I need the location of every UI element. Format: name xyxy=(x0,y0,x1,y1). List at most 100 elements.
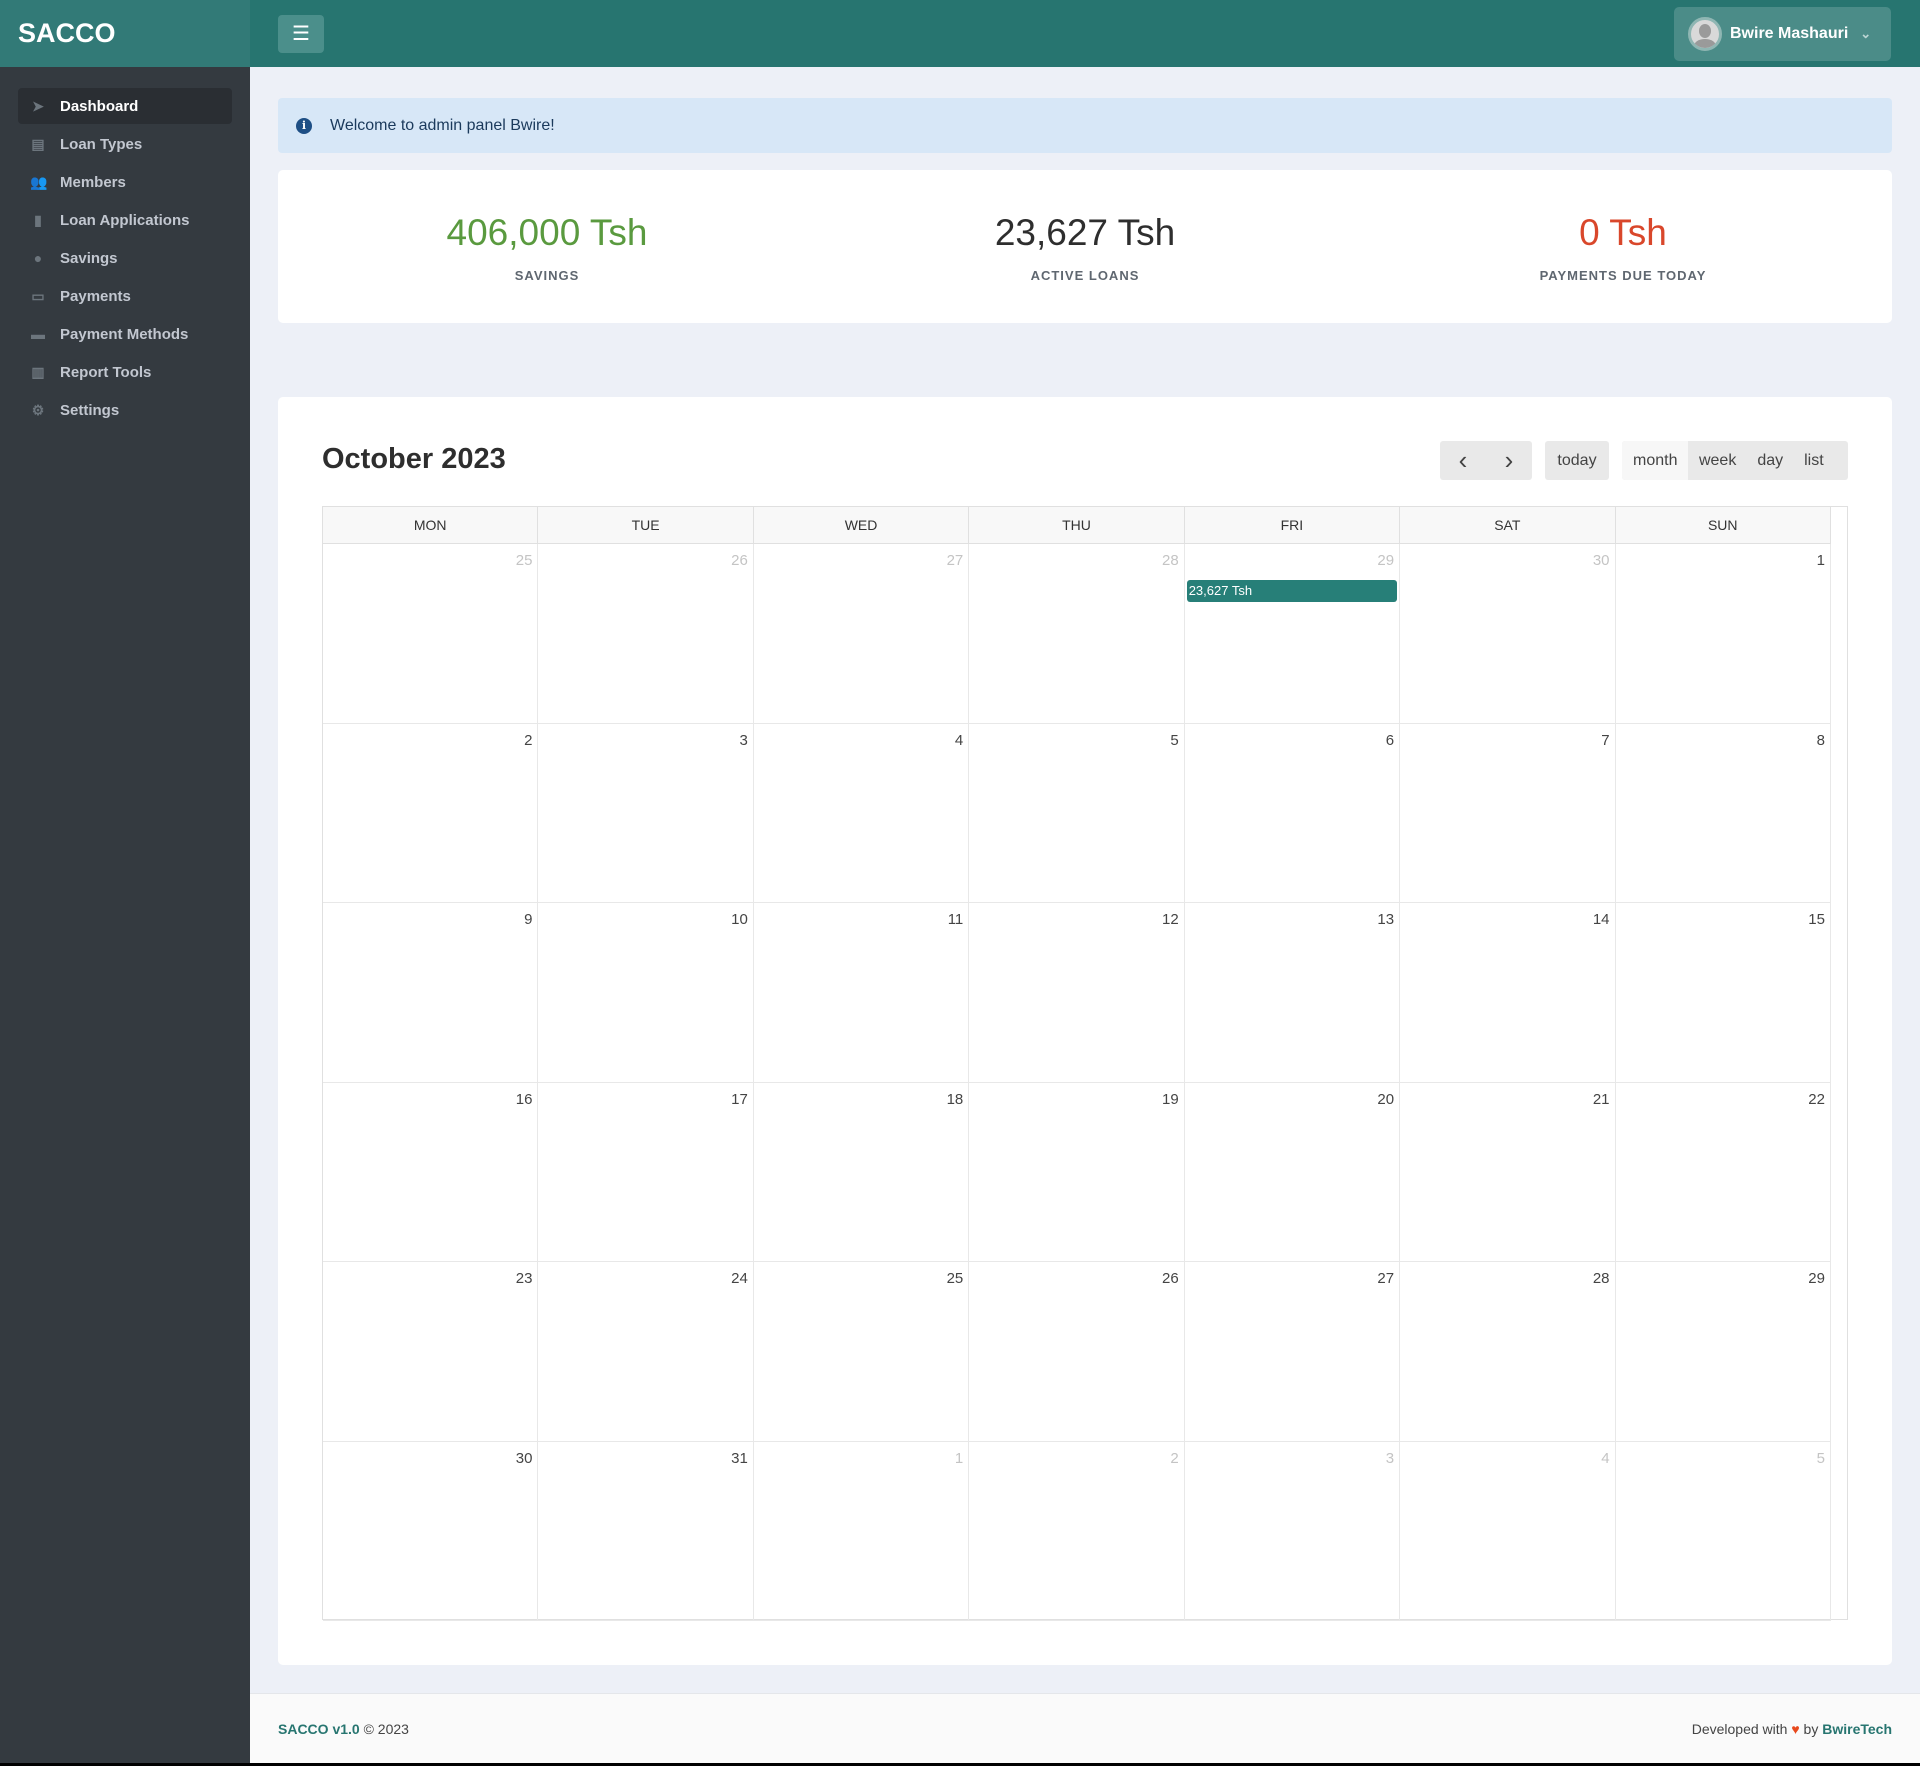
calendar-day[interactable]: 6 xyxy=(1185,723,1401,902)
view-week-button[interactable]: week xyxy=(1698,452,1737,469)
user-menu[interactable]: Bwire Mashauri ⌄ xyxy=(1674,7,1891,61)
day-number[interactable]: 19 xyxy=(1162,1090,1179,1108)
calendar-day[interactable]: 5 xyxy=(1616,1441,1831,1620)
prev-button[interactable]: ‹ xyxy=(1458,445,1468,475)
calendar-day[interactable]: 17 xyxy=(538,1082,754,1261)
today-button[interactable]: today xyxy=(1545,441,1609,480)
sidebar-item-payment-methods[interactable]: ▬ Payment Methods xyxy=(18,316,232,352)
calendar-day[interactable]: 27 xyxy=(754,544,970,723)
calendar-day[interactable]: 2 xyxy=(323,723,539,902)
day-number[interactable]: 25 xyxy=(946,1270,964,1287)
calendar-day[interactable]: 31 xyxy=(538,1441,754,1620)
day-number[interactable]: 7 xyxy=(1601,731,1610,749)
calendar-day[interactable]: 30 xyxy=(1400,544,1616,723)
calendar-day[interactable]: 18 xyxy=(754,1082,970,1261)
calendar-day[interactable]: 14 xyxy=(1400,903,1616,1082)
day-number[interactable]: 13 xyxy=(1377,911,1395,928)
day-number[interactable]: 10 xyxy=(731,911,748,928)
day-number[interactable]: 2 xyxy=(1170,1449,1179,1467)
calendar-day[interactable]: 1 xyxy=(754,1441,970,1620)
sidebar-item-dashboard[interactable]: ➤ Dashboard xyxy=(18,88,232,124)
day-number[interactable]: 15 xyxy=(1808,911,1825,928)
calendar-day[interactable]: 7 xyxy=(1400,723,1616,902)
sidebar-item-members[interactable]: 👥 Members xyxy=(18,164,232,200)
calendar-day[interactable]: 29 23,627 Tsh xyxy=(1185,544,1401,723)
day-number[interactable]: 14 xyxy=(1592,911,1610,928)
calendar-day[interactable]: 27 xyxy=(1185,1262,1401,1441)
view-month-button[interactable]: month xyxy=(1622,441,1689,480)
calendar-day[interactable]: 29 xyxy=(1616,1262,1831,1441)
sidebar-item-loan-types[interactable]: ▤ Loan Types xyxy=(18,126,232,162)
day-number[interactable]: 31 xyxy=(731,1449,748,1467)
day-number[interactable]: 3 xyxy=(1385,1449,1395,1467)
day-number[interactable]: 29 xyxy=(1377,552,1395,569)
day-number[interactable]: 6 xyxy=(1385,731,1395,749)
calendar-day[interactable]: 4 xyxy=(1400,1441,1616,1620)
sidebar-item-report-tools[interactable]: ▥ Report Tools xyxy=(18,354,232,390)
day-number[interactable]: 29 xyxy=(1808,1270,1825,1287)
calendar-day[interactable]: 3 xyxy=(1185,1441,1401,1620)
day-number[interactable]: 18 xyxy=(946,1090,964,1108)
day-number[interactable]: 1 xyxy=(1816,552,1825,569)
day-number[interactable]: 30 xyxy=(1592,552,1610,569)
menu-toggle-button[interactable]: ☰ xyxy=(278,15,324,53)
calendar-day[interactable]: 12 xyxy=(969,903,1185,1082)
day-number[interactable]: 27 xyxy=(1377,1270,1395,1287)
day-number[interactable]: 26 xyxy=(1162,1270,1179,1287)
day-number[interactable]: 1 xyxy=(954,1449,964,1467)
sidebar-item-loan-applications[interactable]: ▮ Loan Applications xyxy=(18,202,232,238)
day-number[interactable]: 5 xyxy=(1170,731,1179,749)
calendar-day[interactable]: 1 xyxy=(1616,544,1831,723)
day-number[interactable]: 28 xyxy=(1162,552,1179,569)
calendar-day[interactable]: 21 xyxy=(1400,1082,1616,1261)
calendar-day[interactable]: 26 xyxy=(538,544,754,723)
day-number[interactable]: 16 xyxy=(515,1090,533,1108)
view-day-button[interactable]: day xyxy=(1757,452,1784,469)
calendar-day[interactable]: 16 xyxy=(323,1082,539,1261)
calendar-day[interactable]: 3 xyxy=(538,723,754,902)
calendar-day[interactable]: 19 xyxy=(969,1082,1185,1261)
calendar-day[interactable]: 2 xyxy=(969,1441,1185,1620)
view-list-button[interactable]: list xyxy=(1804,452,1824,469)
calendar-day[interactable]: 30 xyxy=(323,1441,539,1620)
calendar-day[interactable]: 10 xyxy=(538,903,754,1082)
brand-logo[interactable]: SACCO xyxy=(0,0,250,67)
calendar-day[interactable]: 5 xyxy=(969,723,1185,902)
day-number[interactable]: 5 xyxy=(1816,1449,1825,1467)
calendar-day[interactable]: 8 xyxy=(1616,723,1831,902)
calendar-day[interactable]: 28 xyxy=(1400,1262,1616,1441)
calendar-event[interactable]: 23,627 Tsh xyxy=(1186,580,1398,602)
calendar-day[interactable]: 25 xyxy=(754,1262,970,1441)
calendar-day[interactable]: 24 xyxy=(538,1262,754,1441)
footer-app-link[interactable]: SACCO v1.0 xyxy=(278,1720,360,1737)
day-number[interactable]: 26 xyxy=(731,552,748,569)
calendar-day[interactable]: 25 xyxy=(323,544,539,723)
day-number[interactable]: 28 xyxy=(1592,1270,1610,1287)
calendar-day[interactable]: 23 xyxy=(323,1262,539,1441)
calendar-day[interactable]: 15 xyxy=(1616,903,1831,1082)
footer-company-link[interactable]: BwireTech xyxy=(1822,1720,1892,1737)
day-number[interactable]: 17 xyxy=(731,1090,748,1108)
calendar-day[interactable]: 28 xyxy=(969,544,1185,723)
day-number[interactable]: 2 xyxy=(524,731,533,749)
day-number[interactable]: 27 xyxy=(946,552,964,569)
calendar-day[interactable]: 20 xyxy=(1185,1082,1401,1261)
calendar-day[interactable]: 26 xyxy=(969,1262,1185,1441)
day-number[interactable]: 23 xyxy=(515,1270,533,1287)
day-number[interactable]: 3 xyxy=(739,731,748,749)
day-number[interactable]: 4 xyxy=(1601,1449,1610,1467)
calendar-day[interactable]: 13 xyxy=(1185,903,1401,1082)
calendar-day[interactable]: 22 xyxy=(1616,1082,1831,1261)
day-number[interactable]: 11 xyxy=(947,911,964,928)
day-number[interactable]: 8 xyxy=(1816,731,1825,749)
day-number[interactable]: 4 xyxy=(954,731,964,749)
day-number[interactable]: 30 xyxy=(515,1449,533,1467)
sidebar-item-settings[interactable]: ⚙ Settings xyxy=(18,392,232,428)
day-number[interactable]: 25 xyxy=(515,552,533,569)
day-number[interactable]: 22 xyxy=(1808,1090,1825,1108)
calendar-day[interactable]: 11 xyxy=(754,903,970,1082)
calendar-day[interactable]: 9 xyxy=(323,903,539,1082)
next-button[interactable]: › xyxy=(1504,445,1514,475)
sidebar-item-savings[interactable]: ● Savings xyxy=(18,240,232,276)
sidebar-item-payments[interactable]: ▭ Payments xyxy=(18,278,232,314)
